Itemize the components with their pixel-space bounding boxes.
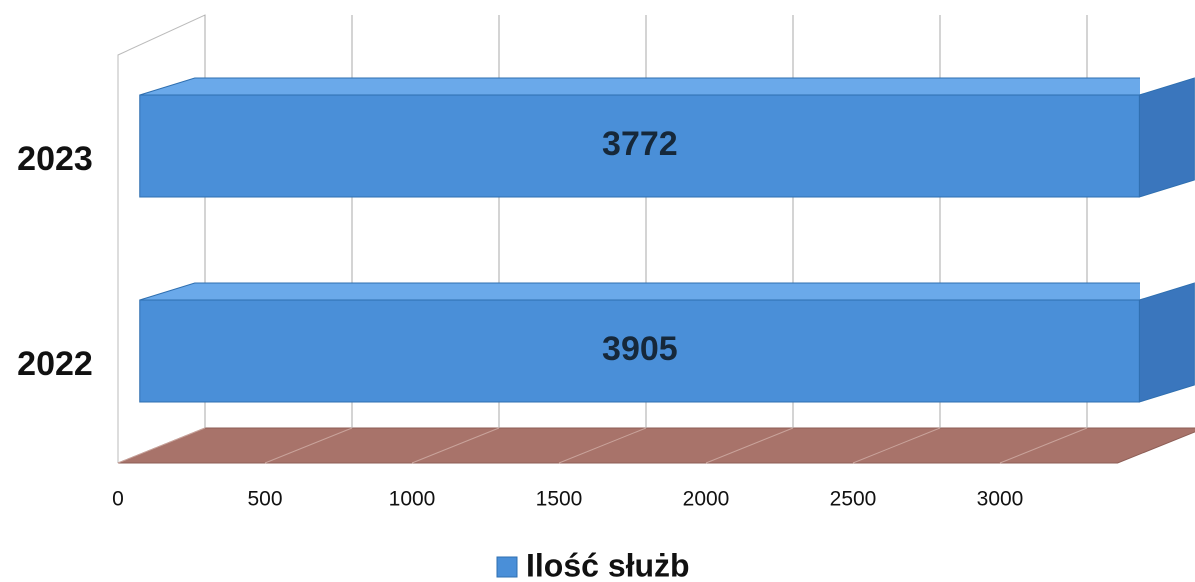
x-tick-label: 1500 [536, 488, 583, 511]
bar-value-label: 3772 [602, 125, 678, 163]
x-tick-label: 0 [112, 488, 124, 511]
floor-grid-line [117, 427, 206, 464]
bar-top [139, 282, 1140, 301]
x-tick-label: 2000 [683, 488, 730, 511]
y-tick-label: 2022 [17, 345, 93, 383]
bars: 3772 2023 3905 2022 [17, 77, 1195, 403]
bar-end [1138, 77, 1195, 198]
legend-label: Ilość służb [526, 547, 690, 582]
floor-grid-line [852, 427, 941, 464]
bar-group [139, 77, 1140, 198]
floor-grid-line [264, 427, 353, 464]
floor-grid-line [999, 427, 1088, 464]
bar-group [139, 282, 1140, 403]
bar [139, 299, 1140, 403]
x-tick-label: 500 [247, 488, 282, 511]
floor-grid-line [705, 427, 794, 464]
bar [139, 94, 1140, 198]
y-tick-label: 2023 [17, 140, 93, 178]
bar-top [139, 77, 1140, 96]
floor [117, 427, 1195, 464]
x-tick-label: 2500 [830, 488, 877, 511]
bar-value-label: 3905 [602, 330, 678, 368]
bar-end [1138, 282, 1195, 403]
floor-grid-line [558, 427, 647, 464]
legend-swatch [496, 556, 518, 578]
x-tick-label: 1000 [389, 488, 436, 511]
x-tick-label: 3000 [977, 488, 1024, 511]
floor-grid-line [411, 427, 500, 464]
